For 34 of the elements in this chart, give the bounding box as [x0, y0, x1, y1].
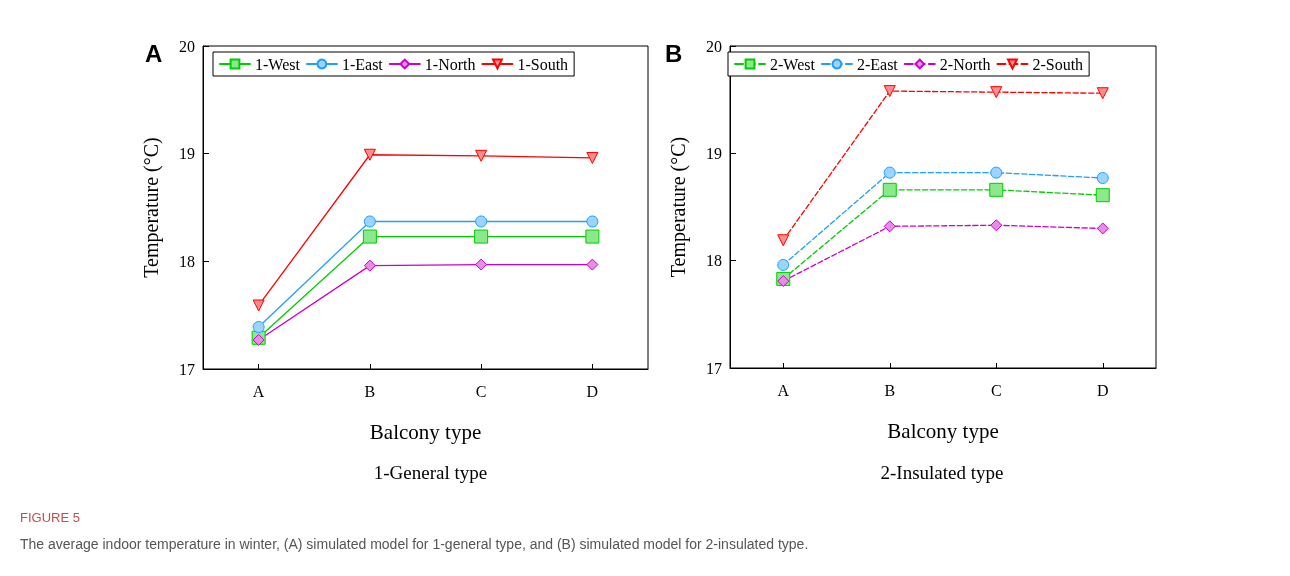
text: 2-Insulated type: [880, 462, 1004, 483]
legend-label: 2-West: [770, 55, 816, 73]
legend-label: 2-South: [1032, 55, 1084, 73]
y-tick-label: 19: [706, 144, 722, 162]
chart-title: B: [665, 39, 683, 67]
x-tick-label: A: [252, 382, 265, 400]
x-tick-label: D: [1096, 381, 1109, 399]
y-axis-title: Temperature (°C): [667, 136, 690, 278]
y-tick-label: 20: [179, 37, 195, 55]
x-tick-label: B: [884, 381, 896, 399]
y-tick-label: 18: [179, 252, 195, 270]
text: 1-General type: [373, 462, 488, 483]
legend-label: 1-South: [517, 55, 569, 73]
y-tick-label: 17: [179, 360, 195, 378]
x-tick-label: D: [586, 382, 599, 400]
x-tick-label: B: [364, 382, 376, 400]
y-tick-label: 17: [706, 359, 722, 377]
text: The average indoor temperature in winter, (A) simulated model for 1-general type, and (B) simulated model for 2-insulated type.: [20, 536, 809, 552]
x-tick-label: A: [777, 381, 790, 399]
legend-label: 2-East: [856, 55, 899, 73]
legend-label: 1-East: [341, 55, 384, 73]
legend-label: 1-West: [255, 55, 301, 73]
legend-label: 2-North: [939, 55, 991, 73]
x-tick-label: C: [475, 382, 487, 400]
y-tick-label: 19: [179, 145, 195, 163]
caption: FIGURE 5: [20, 510, 80, 525]
y-tick-label: 20: [706, 37, 722, 55]
y-tick-label: 18: [706, 252, 722, 270]
legend-label: 1-North: [424, 55, 476, 73]
chart-title: A: [145, 39, 163, 67]
x-axis-title: Balcony type: [887, 418, 999, 443]
x-axis-title: Balcony type: [369, 419, 482, 444]
y-axis-title: Temperature (°C): [140, 137, 163, 278]
x-tick-label: C: [990, 381, 1002, 399]
